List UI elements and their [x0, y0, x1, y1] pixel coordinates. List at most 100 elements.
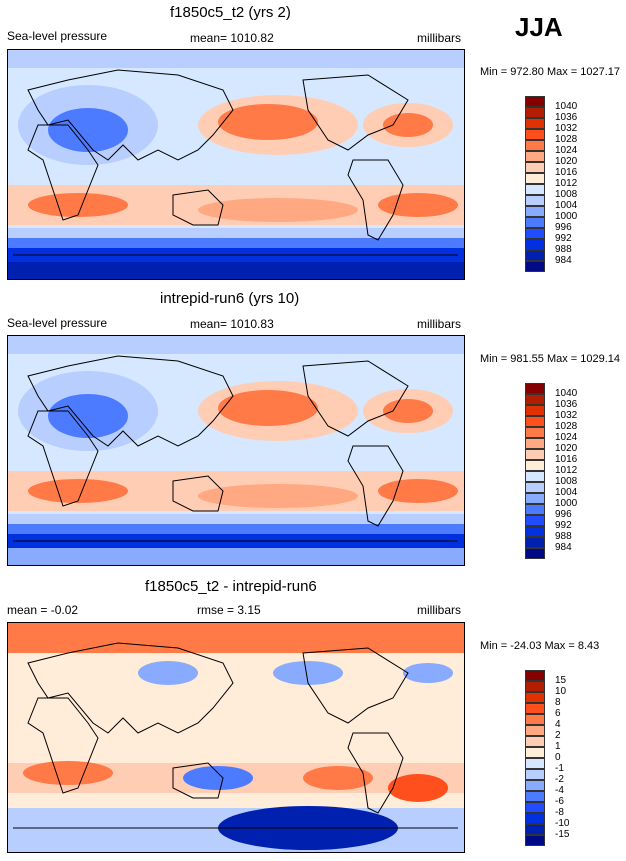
panel2-variable: Sea-level pressure [7, 316, 108, 330]
colorbar-swatch [525, 250, 545, 261]
colorbar-label: 1036 [555, 112, 578, 123]
atlantic-high [378, 193, 458, 217]
colorbar-swatch [525, 703, 545, 714]
colorbar-swatch [525, 239, 545, 250]
colorbar-swatch [525, 813, 545, 824]
colorbar-label: 8 [555, 697, 561, 708]
coastline [27, 69, 234, 161]
negative-anomaly [273, 661, 343, 685]
positive-anomaly [303, 766, 373, 790]
colorbar-swatch [525, 769, 545, 780]
colorbar-swatch [525, 394, 545, 405]
panel2-mean: mean= 1010.83 [190, 317, 274, 331]
colorbar-label: 988 [555, 531, 572, 542]
colorbar-swatch [525, 835, 545, 846]
colorbar-swatch [525, 195, 545, 206]
coastline [302, 360, 409, 437]
colorbar-label: 992 [555, 233, 572, 244]
colorbar-swatch [525, 206, 545, 217]
positive-anomaly [23, 761, 113, 785]
panel1-mean: mean= 1010.82 [190, 31, 274, 45]
coastline [27, 124, 99, 221]
colorbar-swatch [525, 736, 545, 747]
panel3-rmse: rmse = 3.15 [197, 603, 261, 617]
colorbar-swatch [525, 118, 545, 129]
colorbar-swatch [525, 515, 545, 526]
coastline [172, 475, 224, 512]
colorbar-label: -1 [555, 763, 564, 774]
colorbar-swatch [525, 405, 545, 416]
colorbar-swatch [525, 140, 545, 151]
panel2-minmax: Min = 981.55 Max = 1029.14 [480, 353, 621, 365]
colorbar-label: 15 [555, 675, 567, 686]
colorbar-label: 1008 [555, 189, 578, 200]
colorbar-swatch [525, 824, 545, 835]
colorbar-swatch [525, 184, 545, 195]
panel2-units: millibars [417, 317, 462, 331]
panel1-minmax: Min = 972.80 Max = 1027.17 [480, 66, 621, 78]
panel3-units: millibars [417, 603, 462, 617]
colorbar-label: 2 [555, 730, 561, 741]
colorbar-label: 10 [555, 686, 567, 697]
asian-low-core [48, 394, 128, 438]
colorbar-swatch [525, 482, 545, 493]
negative-anomaly [138, 661, 198, 685]
colorbar-label: 984 [555, 542, 572, 553]
indian-high [28, 193, 128, 217]
coastline [172, 189, 224, 226]
coastline [27, 355, 234, 447]
colorbar-swatch [525, 670, 545, 681]
colorbar-swatch [525, 261, 545, 272]
colorbar-label: 1028 [555, 134, 578, 145]
band-1004 [8, 228, 464, 238]
azores-high-core [383, 113, 433, 137]
colorbar-swatch [525, 692, 545, 703]
coastline [27, 410, 99, 507]
negative-anomaly [183, 766, 253, 790]
colorbar-label: -2 [555, 774, 564, 785]
colorbar-swatch [525, 780, 545, 791]
colorbar-label: -6 [555, 796, 564, 807]
colorbar-label: 1012 [555, 178, 578, 189]
colorbar-label: 1016 [555, 167, 578, 178]
colorbar-swatch [525, 438, 545, 449]
colorbar-swatch [525, 96, 545, 107]
indian-high [28, 479, 128, 503]
colorbar-label: -15 [555, 829, 570, 840]
se-pacific-high [198, 198, 358, 222]
colorbar-swatch [525, 714, 545, 725]
colorbar-label: 1032 [555, 410, 578, 421]
pacific-high-core [218, 104, 318, 140]
panel1-variable: Sea-level pressure [7, 29, 108, 43]
colorbar-swatch [525, 162, 545, 173]
colorbar-swatch [525, 791, 545, 802]
colorbar-swatch [525, 173, 545, 184]
colorbar-swatch [525, 217, 545, 228]
colorbar-label: -8 [555, 807, 564, 818]
colorbar-label: 1004 [555, 487, 578, 498]
colorbar-label: 1 [555, 741, 561, 752]
colorbar-label: 988 [555, 244, 572, 255]
positive-anomaly [388, 774, 448, 802]
colorbar-label: 1028 [555, 421, 578, 432]
panel3-mean: mean = -0.02 [7, 603, 79, 617]
coastline [172, 762, 224, 799]
colorbar-label: 1020 [555, 156, 578, 167]
se-pacific-high [198, 484, 358, 508]
colorbar-swatch [525, 228, 545, 239]
colorbar-label: 1016 [555, 454, 578, 465]
colorbar-swatch [525, 537, 545, 548]
colorbar-label: 1024 [555, 432, 578, 443]
colorbar-swatch [525, 548, 545, 559]
arctic-band [8, 336, 464, 354]
coastline [347, 445, 404, 527]
season-label: JJA [515, 12, 563, 42]
colorbar-label: 1000 [555, 498, 578, 509]
colorbar-swatch [525, 681, 545, 692]
colorbar-label: 984 [555, 255, 572, 266]
colorbar-label: 992 [555, 520, 572, 531]
negative-anomaly [403, 663, 453, 683]
panel3-minmax: Min = -24.03 Max = 8.43 [480, 640, 600, 652]
colorbar-label: 0 [555, 752, 561, 763]
